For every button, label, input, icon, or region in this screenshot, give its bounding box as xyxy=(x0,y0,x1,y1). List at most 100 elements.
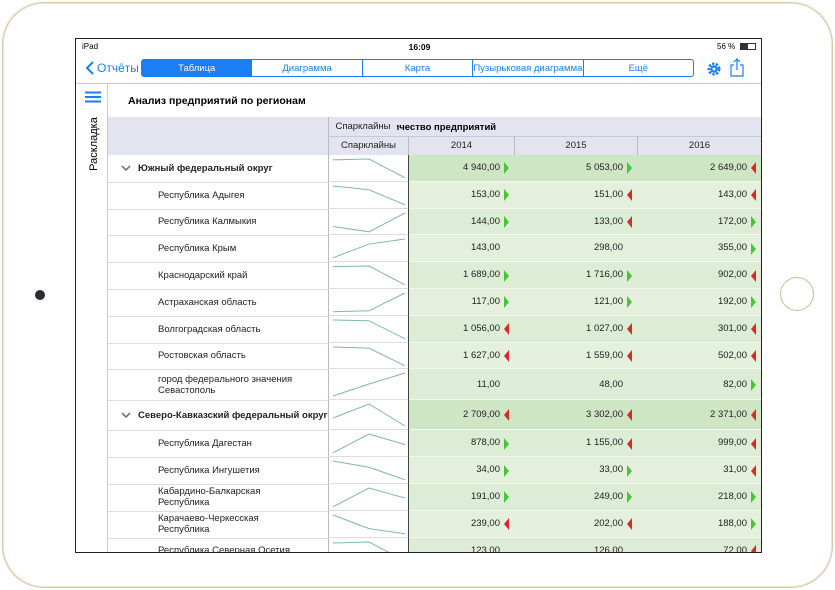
value: 33,00 xyxy=(599,464,623,476)
trend-up xyxy=(627,269,632,282)
trend-down xyxy=(751,349,756,362)
value-cell: 1 689,00 xyxy=(408,262,514,289)
sparkline-line xyxy=(332,460,406,481)
trend-down xyxy=(504,518,509,531)
device-name: iPad xyxy=(82,42,99,51)
value: 298,00 xyxy=(593,242,623,254)
value-cell: 4 940,00 xyxy=(408,155,514,182)
row-line xyxy=(108,369,328,371)
value: 143,00 xyxy=(470,242,500,254)
value: 202,00 xyxy=(593,517,623,529)
value-cell: 1 716,00 xyxy=(514,262,637,289)
value: 1 559,00 xyxy=(586,349,623,361)
value-cell: 143,00 xyxy=(637,181,761,209)
row-name: Волгоградская область xyxy=(158,323,261,335)
value-cell: 31,00 xyxy=(637,457,761,484)
sparkline xyxy=(328,315,408,343)
value-cell: 3 302,00 xyxy=(514,400,637,431)
row-name: Кабардино-Балкарская Республика xyxy=(158,486,261,509)
row-line xyxy=(108,181,328,183)
sparkline xyxy=(328,262,408,289)
sparkline xyxy=(328,457,408,484)
value: 1 627,00 xyxy=(463,349,500,361)
value: 1 027,00 xyxy=(586,322,623,334)
trend-down xyxy=(627,409,632,422)
tab[interactable]: Таблица xyxy=(141,59,253,77)
group-name[interactable]: Южный федеральный округ xyxy=(138,162,273,174)
sparkline-group-header: Спарклайны xyxy=(328,117,397,136)
tab[interactable]: Ещё xyxy=(582,59,694,77)
value-cell: 355,00 xyxy=(637,235,761,263)
trend-down xyxy=(627,437,632,450)
column-header: Спарклайны xyxy=(328,137,408,155)
trend-up xyxy=(504,189,509,202)
sparkline-line xyxy=(332,212,406,232)
expand-chevron[interactable] xyxy=(121,411,131,419)
value: 1 056,00 xyxy=(463,322,500,334)
trend-down xyxy=(627,215,632,228)
value: 249,00 xyxy=(593,491,623,502)
trend-down xyxy=(504,349,509,362)
home-button[interactable] xyxy=(780,277,814,311)
value: 999,00 xyxy=(717,437,747,449)
value: 1 155,00 xyxy=(586,437,623,449)
header-line xyxy=(328,136,761,137)
tab[interactable]: Диаграмма xyxy=(251,59,363,77)
value-cell: 298,00 xyxy=(514,235,637,263)
value: 4 940,00 xyxy=(463,162,500,173)
value: 143,00 xyxy=(717,188,747,200)
value: 31,00 xyxy=(723,464,747,476)
sparkline-line xyxy=(332,292,406,313)
sparkline xyxy=(328,181,408,209)
row-name: Республика Крым xyxy=(158,243,237,255)
value-cell: 2 709,00 xyxy=(408,400,514,431)
share-icon[interactable] xyxy=(729,58,745,78)
back-button[interactable]: Отчёты xyxy=(97,61,139,75)
tab[interactable]: Карта xyxy=(361,59,474,77)
value: 1 716,00 xyxy=(586,269,623,281)
row-name: Астраханская область xyxy=(158,296,257,308)
row-line xyxy=(108,262,328,264)
trend-up xyxy=(627,464,632,477)
trend-up xyxy=(504,162,509,175)
value: 5 053,00 xyxy=(586,162,623,173)
expand-chevron[interactable] xyxy=(121,164,131,172)
row-line xyxy=(108,457,328,459)
value-cell: 202,00 xyxy=(514,510,637,538)
value-cell: 82,00 xyxy=(637,369,761,401)
value-cell: 239,00 xyxy=(408,510,514,538)
trend-up xyxy=(627,296,632,309)
value-cell: 144,00 xyxy=(408,208,514,236)
value: 188,00 xyxy=(717,517,747,529)
value: 3 302,00 xyxy=(586,409,623,421)
trend-down xyxy=(504,323,509,336)
trend-down xyxy=(504,409,509,422)
sidebar-label[interactable]: Раскладка xyxy=(88,117,100,171)
value-cell: 1 559,00 xyxy=(514,342,637,370)
row-name: Республика Адыгея xyxy=(158,189,245,201)
group-name[interactable]: Северо-Кавказский федеральный округ xyxy=(138,409,328,421)
value-cell: 5 053,00 xyxy=(514,155,637,182)
value: 301,00 xyxy=(717,322,747,334)
sparkline xyxy=(328,155,408,182)
sparkline xyxy=(328,537,408,552)
tab[interactable]: Пузырьковая диаграмма xyxy=(472,59,584,77)
value: 123,00 xyxy=(470,544,500,553)
trend-down xyxy=(627,518,632,531)
trend-up xyxy=(504,491,509,504)
value: 133,00 xyxy=(593,215,623,227)
value: 1 689,00 xyxy=(463,269,500,281)
menu-icon[interactable] xyxy=(85,91,101,103)
row-line xyxy=(108,315,328,317)
value-cell: 188,00 xyxy=(637,510,761,538)
trend-up xyxy=(504,269,509,282)
row-name: Республика Калмыкия xyxy=(158,216,257,228)
screen: iPad 16:09 56 % Отчёты Таблица Диаграмма К… xyxy=(75,38,762,553)
settings-icon[interactable] xyxy=(706,61,722,77)
back-chevron[interactable] xyxy=(84,60,96,76)
value: 2 709,00 xyxy=(463,409,500,421)
value-cell: 133,00 xyxy=(514,208,637,236)
value: 239,00 xyxy=(470,517,500,529)
sparkline xyxy=(328,208,408,236)
sparkline-line xyxy=(332,319,406,340)
